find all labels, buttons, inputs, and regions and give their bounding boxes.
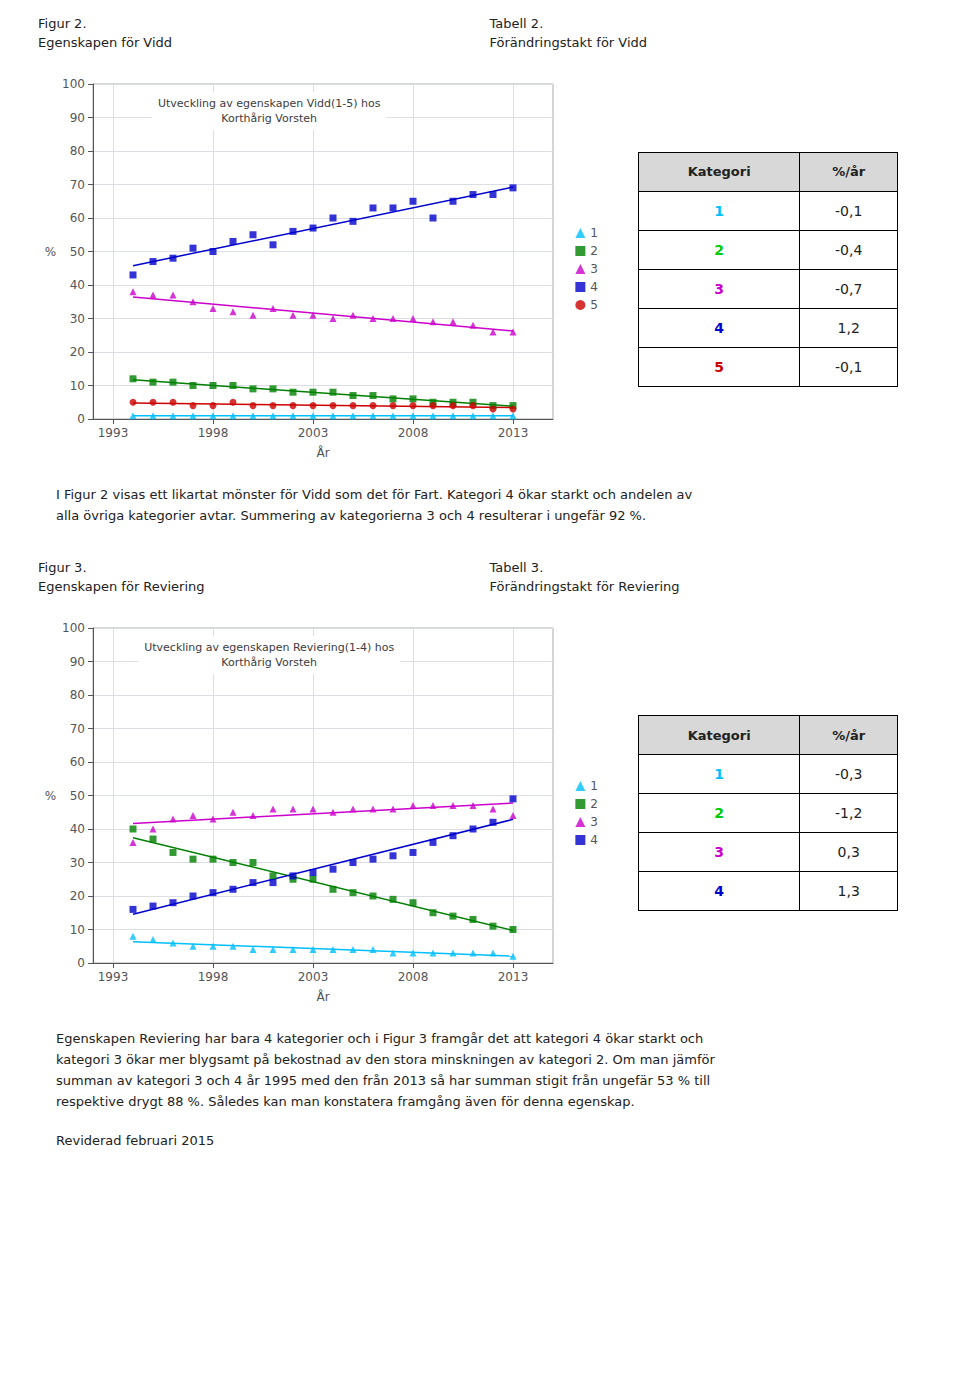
svg-text:10: 10	[70, 923, 85, 937]
svg-text:40: 40	[70, 278, 85, 292]
svg-text:1993: 1993	[98, 970, 129, 984]
html-text:Tabell 3. Förändringstakt för: Tabell 3. Förändringstakt för Reviering	[489, 560, 680, 594]
html-text:2: 2	[714, 241, 724, 258]
svg-text:90: 90	[70, 655, 85, 669]
svg-text:80: 80	[70, 688, 85, 702]
html-text:Reviderad februari 2015: Reviderad februari 2015	[56, 1133, 215, 1148]
html-text:I Figur 2 visas ett likartat m: I Figur 2 visas ett likartat mönster för…	[56, 487, 693, 502]
html-text:3: 3	[714, 844, 724, 860]
svg-text:2: 2	[590, 797, 598, 811]
svg-text:1: 1	[590, 226, 598, 240]
html-text:Figur 3. Egenskapen för Revier: Figur 3. Egenskapen för Reviering	[38, 560, 205, 594]
svg-text:4: 4	[590, 833, 598, 847]
svg-text:70: 70	[70, 178, 85, 192]
svg-text:År: År	[316, 445, 329, 460]
svg-text:20: 20	[70, 889, 85, 903]
svg-text:70: 70	[70, 722, 85, 736]
svg-text:100: 100	[62, 77, 85, 91]
html-text:kategori 3 ökar mer blygsamt p: kategori 3 ökar mer blygsamt på bekostna…	[56, 1052, 715, 1067]
svg-text:4: 4	[590, 280, 598, 294]
html-text:4: 4	[714, 883, 724, 899]
html-text:-0,3: -0,3	[835, 766, 863, 782]
svg-text:60: 60	[70, 211, 85, 225]
html-text:%/år: %/år	[832, 164, 866, 179]
svg-text:%: %	[45, 789, 56, 803]
svg-text:Utveckling av egenskapen Revie: Utveckling av egenskapen Reviering(1-4) …	[144, 641, 394, 654]
html-text:4: 4	[714, 319, 724, 336]
svg-text:Korthårig Vorsteh: Korthårig Vorsteh	[221, 112, 317, 125]
html-text:3: 3	[714, 280, 724, 297]
svg-text:0: 0	[77, 956, 85, 970]
svg-text:60: 60	[70, 755, 85, 769]
svg-text:40: 40	[70, 822, 85, 836]
svg-text:30: 30	[70, 856, 85, 870]
html-text:1,2: 1,2	[837, 319, 860, 336]
svg-text:50: 50	[70, 789, 85, 803]
svg-text:10: 10	[70, 379, 85, 393]
html-text:alla övriga kategorier avtar.: alla övriga kategorier avtar. Summering …	[56, 508, 646, 523]
svg-text:2: 2	[590, 244, 598, 258]
svg-text:2013: 2013	[498, 426, 529, 440]
html-text:Kategori: Kategori	[687, 164, 751, 179]
html-text:0,3: 0,3	[837, 844, 860, 860]
html-text:1,3: 1,3	[837, 883, 860, 899]
svg-text:1998: 1998	[198, 970, 229, 984]
svg-text:20: 20	[70, 345, 85, 359]
html-text:1: 1	[714, 766, 724, 782]
svg-text:2008: 2008	[398, 970, 429, 984]
html-text:-0,1: -0,1	[835, 202, 863, 219]
svg-text:1993: 1993	[98, 426, 129, 440]
svg-text:50: 50	[70, 245, 85, 259]
svg-text:2013: 2013	[498, 970, 529, 984]
html-text:respektive drygt 88 %. Således: respektive drygt 88 %. Således kan man k…	[56, 1094, 635, 1109]
html-text:-0,1: -0,1	[835, 358, 863, 375]
html-text:-1,2: -1,2	[835, 805, 863, 821]
svg-text:3: 3	[590, 262, 598, 276]
svg-text:1: 1	[590, 779, 598, 793]
html-text:Egenskapen Reviering har bara: Egenskapen Reviering har bara 4 kategori…	[56, 1031, 704, 1046]
svg-text:Korthårig Vorsteh: Korthårig Vorsteh	[221, 656, 317, 669]
html-text:Figur 2. Egenskapen för Vidd: Figur 2. Egenskapen för Vidd	[38, 16, 173, 50]
svg-text:80: 80	[70, 144, 85, 158]
svg-text:%: %	[45, 245, 56, 259]
svg-text:90: 90	[70, 111, 85, 125]
svg-text:2008: 2008	[398, 426, 429, 440]
svg-text:2003: 2003	[298, 970, 329, 984]
svg-text:Utveckling av egenskapen Vidd(: Utveckling av egenskapen Vidd(1-5) hos	[158, 97, 381, 110]
html-text:%/år: %/år	[832, 727, 866, 743]
svg-text:År: År	[316, 989, 329, 1004]
html-text:Tabell 2. Förändringstakt för: Tabell 2. Förändringstakt för Vidd	[489, 16, 647, 50]
html-text:2: 2	[714, 805, 724, 821]
html-text:Kategori: Kategori	[687, 727, 751, 743]
svg-text:100: 100	[62, 621, 85, 635]
svg-text:2003: 2003	[298, 426, 329, 440]
html-text:summan av kategori 3 och 4 år: summan av kategori 3 och 4 år 1995 med d…	[56, 1073, 711, 1088]
svg-text:3: 3	[590, 815, 598, 829]
svg-text:5: 5	[590, 298, 598, 312]
html-text:-0,4: -0,4	[835, 241, 863, 258]
html-text:-0,7: -0,7	[835, 280, 863, 297]
svg-text:30: 30	[70, 312, 85, 326]
html-text:5: 5	[714, 358, 724, 375]
html-text:1: 1	[714, 202, 724, 219]
svg-text:1998: 1998	[198, 426, 229, 440]
svg-text:0: 0	[77, 412, 85, 426]
